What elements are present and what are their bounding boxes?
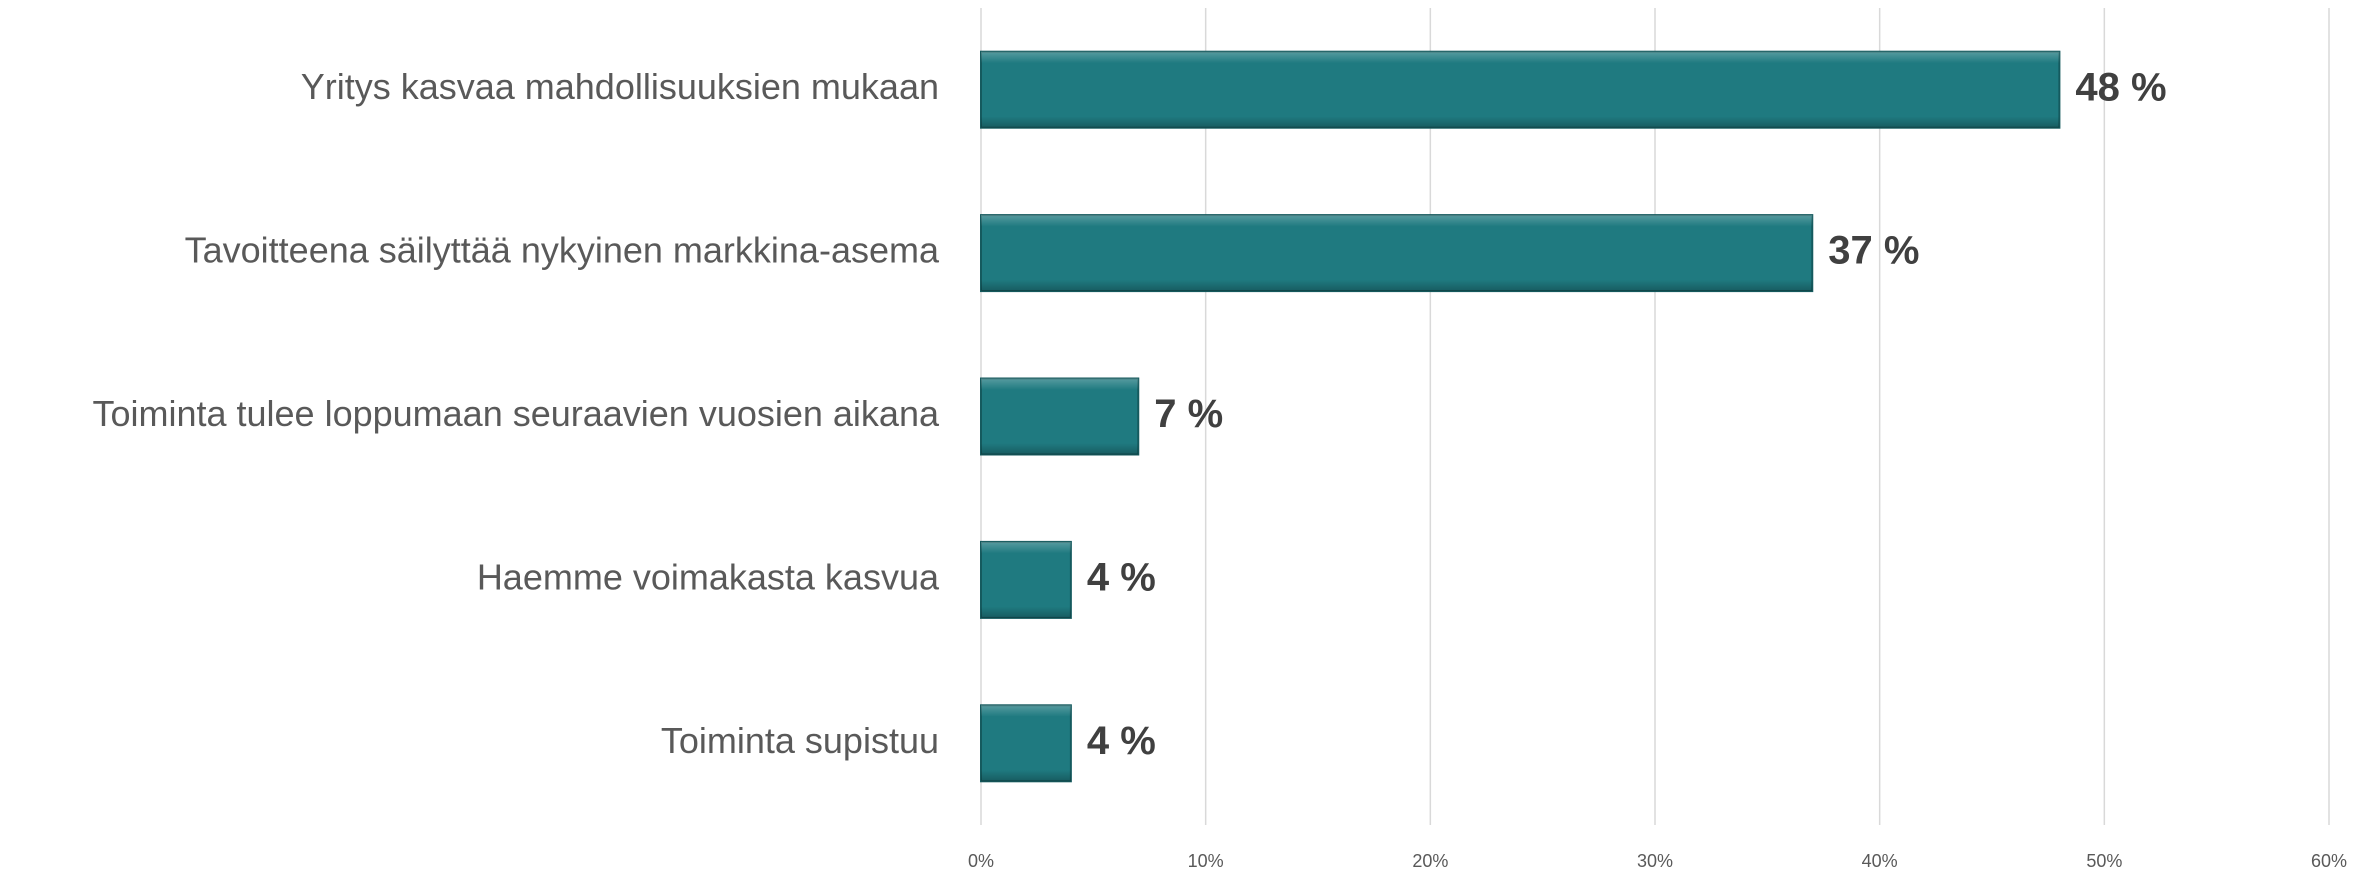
category-label: Tavoitteena säilyttää nykyinen markkina-…: [185, 230, 940, 271]
category-label: Yritys kasvaa mahdollisuuksien mukaan: [301, 66, 939, 107]
category-label: Toiminta tulee loppumaan seuraavien vuos…: [92, 393, 940, 434]
bar-bevel: [981, 51, 2060, 128]
bar-bevel: [981, 705, 1071, 782]
bar-bevel: [981, 541, 1071, 618]
x-tick-label: 20%: [1412, 851, 1448, 871]
bar-bevel: [981, 215, 1813, 292]
value-label: 7 %: [1154, 392, 1223, 436]
x-tick-label: 10%: [1188, 851, 1224, 871]
category-label: Haemme voimakasta kasvua: [477, 556, 940, 597]
category-label: Toiminta supistuu: [661, 720, 939, 761]
bar-bevel: [981, 378, 1139, 455]
value-label: 4 %: [1087, 719, 1156, 763]
x-tick-label: 50%: [2086, 851, 2122, 871]
x-tick-label: 30%: [1637, 851, 1673, 871]
value-label: 37 %: [1828, 229, 1919, 273]
x-tick-label: 60%: [2311, 851, 2347, 871]
value-label: 4 %: [1087, 555, 1156, 599]
value-label: 48 %: [2075, 65, 2166, 109]
x-tick-label: 40%: [1862, 851, 1898, 871]
x-tick-label: 0%: [968, 851, 994, 871]
